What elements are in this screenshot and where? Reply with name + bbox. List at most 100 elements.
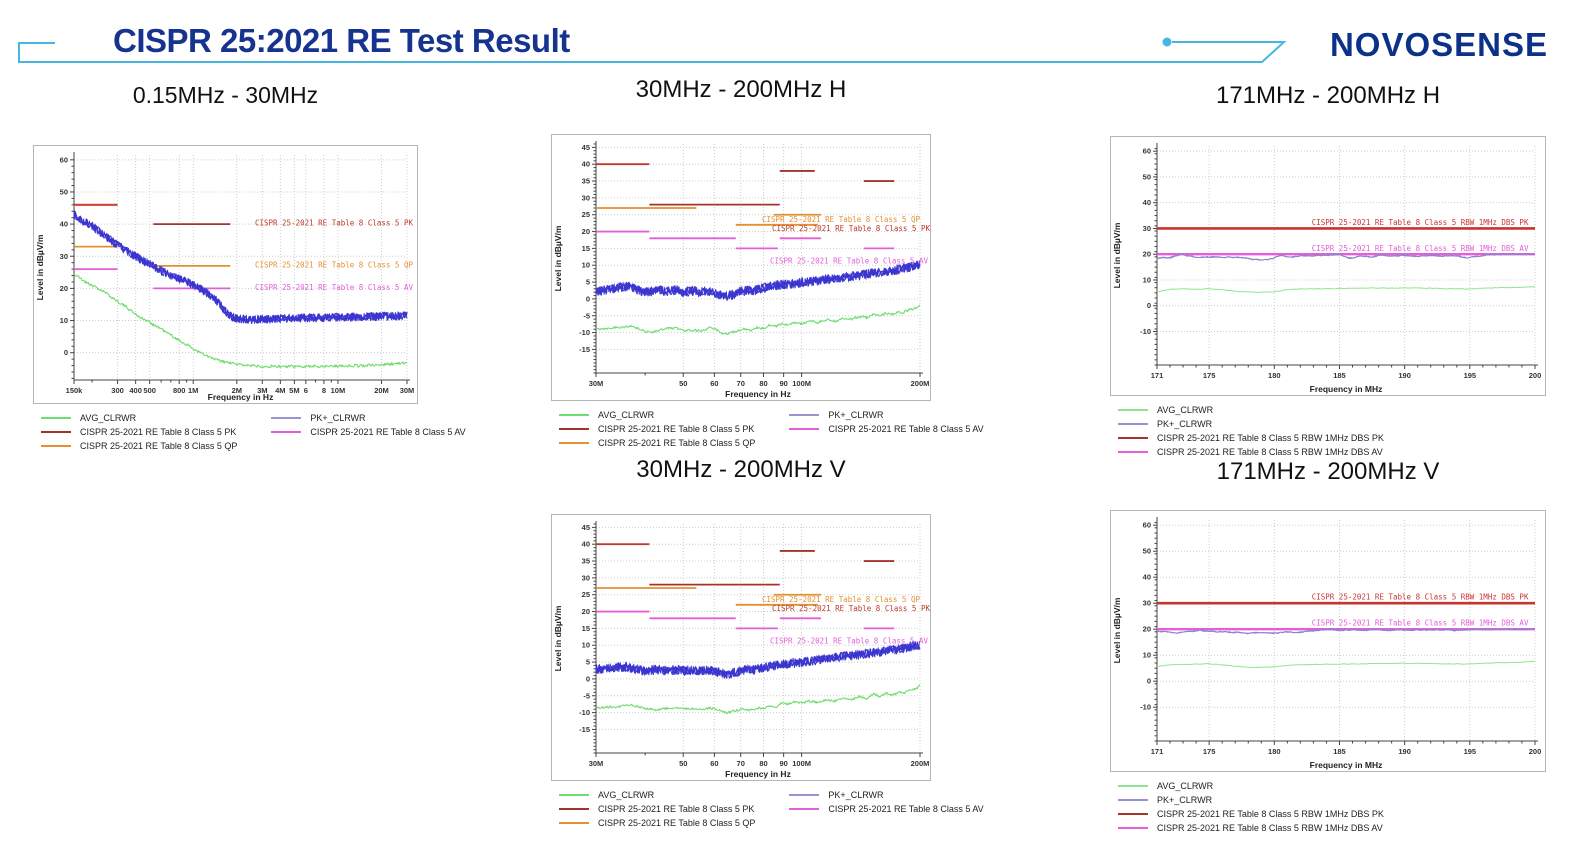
svg-text:Frequency in Hz: Frequency in Hz — [725, 769, 791, 779]
chart-171mhz-200mhz-v: 171MHz - 200MHz V -10 0 10 20 30 40 50 60 171 175… — [1110, 458, 1546, 834]
legend-label: CISPR 25-2021 RE Table 8 Class 5 PK — [80, 427, 237, 437]
svg-text:50: 50 — [60, 187, 68, 196]
legend-column: PK+_CLRWR CISPR 25-2021 RE Table 8 Class … — [789, 789, 984, 829]
svg-text:Level in dBµV/m: Level in dBµV/m — [35, 234, 45, 300]
svg-text:-10: -10 — [1140, 327, 1151, 336]
measurement-traces — [1156, 628, 1536, 668]
legend-item: AVG_CLRWR — [41, 412, 237, 424]
svg-text:171: 171 — [1151, 371, 1164, 380]
svg-text:-10: -10 — [1140, 703, 1151, 712]
legend-item: CISPR 25-2021 RE Table 8 Class 5 QP — [559, 437, 755, 449]
axes: -10 0 10 20 30 40 50 60 171 175 180 185 190 195 200 Fre… — [1112, 517, 1541, 770]
gridlines — [1156, 146, 1536, 365]
svg-text:4M: 4M — [275, 386, 285, 395]
svg-text:CISPR 25-2021 RE Table 8 Class: CISPR 25-2021 RE Table 8 Class 5 RBW 1MH… — [1312, 218, 1529, 227]
chart-panel: -10 0 10 20 30 40 50 60 171 175 180 185 190 195 200 Fre… — [1110, 510, 1546, 772]
limit-lines — [74, 203, 231, 290]
legend-swatch — [41, 431, 71, 433]
svg-text:180: 180 — [1268, 747, 1281, 756]
svg-text:CISPR 25-2021 RE Table 8 Class: CISPR 25-2021 RE Table 8 Class 5 PK — [772, 224, 931, 233]
legend-label: PK+_CLRWR — [828, 410, 884, 420]
limit-labels: CISPR 25-2021 RE Table 8 Class 5 QPCISPR… — [762, 215, 931, 266]
svg-text:0: 0 — [64, 348, 68, 357]
svg-text:70: 70 — [737, 759, 745, 768]
svg-text:30: 30 — [1143, 224, 1151, 233]
legend-swatch — [559, 428, 589, 430]
limit-lines — [1157, 227, 1535, 256]
axes: -15 -10 -5 0 5 10 15 20 25 30 35 40 45 30M 50 60 70 80 90 1… — [553, 141, 929, 399]
svg-text:15: 15 — [582, 244, 590, 253]
legend-swatch — [1118, 799, 1148, 801]
svg-text:CISPR 25-2021 RE Table 8 Class: CISPR 25-2021 RE Table 8 Class 5 RBW 1MH… — [1312, 593, 1529, 602]
axes: 0 10 20 30 40 50 60 150k 300 400 500 800 1M 2M 3M 4M 5M 6… — [35, 152, 414, 402]
legend-column: PK+_CLRWR CISPR 25-2021 RE Table 8 Class … — [271, 412, 466, 452]
svg-text:190: 190 — [1398, 371, 1411, 380]
svg-text:195: 195 — [1464, 371, 1477, 380]
svg-text:6: 6 — [304, 386, 308, 395]
svg-text:800: 800 — [173, 386, 186, 395]
svg-text:80: 80 — [759, 379, 767, 388]
legend-item: CISPR 25-2021 RE Table 8 Class 5 AV — [271, 426, 466, 438]
chart-legend: AVG_CLRWR CISPR 25-2021 RE Table 8 Class … — [551, 409, 984, 449]
svg-text:100M: 100M — [792, 759, 811, 768]
measurement-traces — [1156, 253, 1536, 293]
emissions-plot: -15 -10 -5 0 5 10 15 20 25 30 35 40 45 30M 50 60 70 80 90 1… — [553, 141, 931, 399]
legend-item: AVG_CLRWR — [559, 789, 755, 801]
svg-text:CISPR 25-2021 RE Table 8 Class: CISPR 25-2021 RE Table 8 Class 5 QP — [762, 215, 921, 224]
accent-dot — [1162, 37, 1172, 47]
legend-item: PK+_CLRWR — [1118, 418, 1384, 430]
legend-column: AVG_CLRWR PK+_CLRWR CISPR 25-2021 RE Table… — [1118, 780, 1384, 834]
svg-text:60: 60 — [710, 759, 718, 768]
svg-text:-5: -5 — [583, 311, 590, 320]
legend-label: CISPR 25-2021 RE Table 8 Class 5 RBW 1MH… — [1157, 447, 1383, 457]
legend-swatch — [271, 431, 302, 433]
legend-item: PK+_CLRWR — [789, 409, 983, 421]
limit-labels: CISPR 25-2021 RE Table 8 Class 5 QPCISPR… — [762, 595, 931, 646]
legend-label: CISPR 25-2021 RE Table 8 Class 5 RBW 1MH… — [1157, 433, 1384, 443]
svg-text:8: 8 — [322, 386, 326, 395]
legend-swatch — [271, 417, 302, 419]
svg-text:35: 35 — [582, 177, 590, 186]
measurement-traces — [73, 210, 408, 369]
svg-text:10M: 10M — [331, 386, 346, 395]
legend-item: AVG_CLRWR — [559, 409, 755, 421]
emissions-plot: -10 0 10 20 30 40 50 60 171 175 180 185 190 195 200 Fre… — [1112, 143, 1541, 394]
svg-text:50: 50 — [1143, 172, 1151, 181]
legend-column: AVG_CLRWR CISPR 25-2021 RE Table 8 Class … — [559, 409, 755, 449]
legend-label: AVG_CLRWR — [1157, 405, 1214, 415]
svg-text:60: 60 — [1143, 521, 1151, 530]
legend-item: CISPR 25-2021 RE Table 8 Class 5 QP — [41, 440, 237, 452]
svg-text:CISPR 25-2021 RE Table 8 Class: CISPR 25-2021 RE Table 8 Class 5 AV — [770, 257, 929, 266]
svg-text:CISPR 25-2021 RE Table 8 Class: CISPR 25-2021 RE Table 8 Class 5 RBW 1MH… — [1312, 619, 1529, 628]
svg-text:30: 30 — [60, 252, 68, 261]
svg-text:30M: 30M — [589, 759, 604, 768]
svg-text:0: 0 — [1147, 301, 1151, 310]
svg-text:20M: 20M — [374, 386, 389, 395]
legend-item: AVG_CLRWR — [1118, 404, 1384, 416]
chart-legend: AVG_CLRWR PK+_CLRWR CISPR 25-2021 RE Table… — [1110, 780, 1546, 834]
legend-item: CISPR 25-2021 RE Table 8 Class 5 AV — [789, 803, 984, 815]
svg-text:10: 10 — [60, 316, 68, 325]
chart-legend: AVG_CLRWR CISPR 25-2021 RE Table 8 Class … — [551, 789, 984, 829]
svg-text:175: 175 — [1203, 371, 1216, 380]
chart-legend: AVG_CLRWR PK+_CLRWR CISPR 25-2021 RE Table… — [1110, 404, 1546, 458]
chart-title: 171MHz - 200MHz H — [1215, 82, 1441, 109]
svg-text:195: 195 — [1464, 747, 1477, 756]
svg-text:Level in dBµV/m: Level in dBµV/m — [553, 605, 563, 671]
legend-swatch — [789, 414, 820, 416]
axes: -15 -10 -5 0 5 10 15 20 25 30 35 40 45 30M 50 60 70 80 90 1… — [553, 521, 929, 779]
legend-item: CISPR 25-2021 RE Table 8 Class 5 RBW 1MH… — [1118, 808, 1384, 820]
legend-label: PK+_CLRWR — [310, 413, 366, 423]
svg-text:175: 175 — [1203, 747, 1216, 756]
svg-text:185: 185 — [1333, 371, 1346, 380]
svg-text:-5: -5 — [583, 691, 590, 700]
svg-text:35: 35 — [582, 557, 590, 566]
legend-swatch — [559, 414, 589, 416]
legend-label: AVG_CLRWR — [598, 790, 655, 800]
svg-text:200M: 200M — [911, 379, 930, 388]
svg-text:Frequency in Hz: Frequency in Hz — [208, 392, 274, 402]
svg-text:3M: 3M — [257, 386, 267, 395]
svg-text:90: 90 — [779, 379, 787, 388]
svg-text:45: 45 — [582, 523, 590, 532]
legend-swatch — [1118, 437, 1148, 439]
